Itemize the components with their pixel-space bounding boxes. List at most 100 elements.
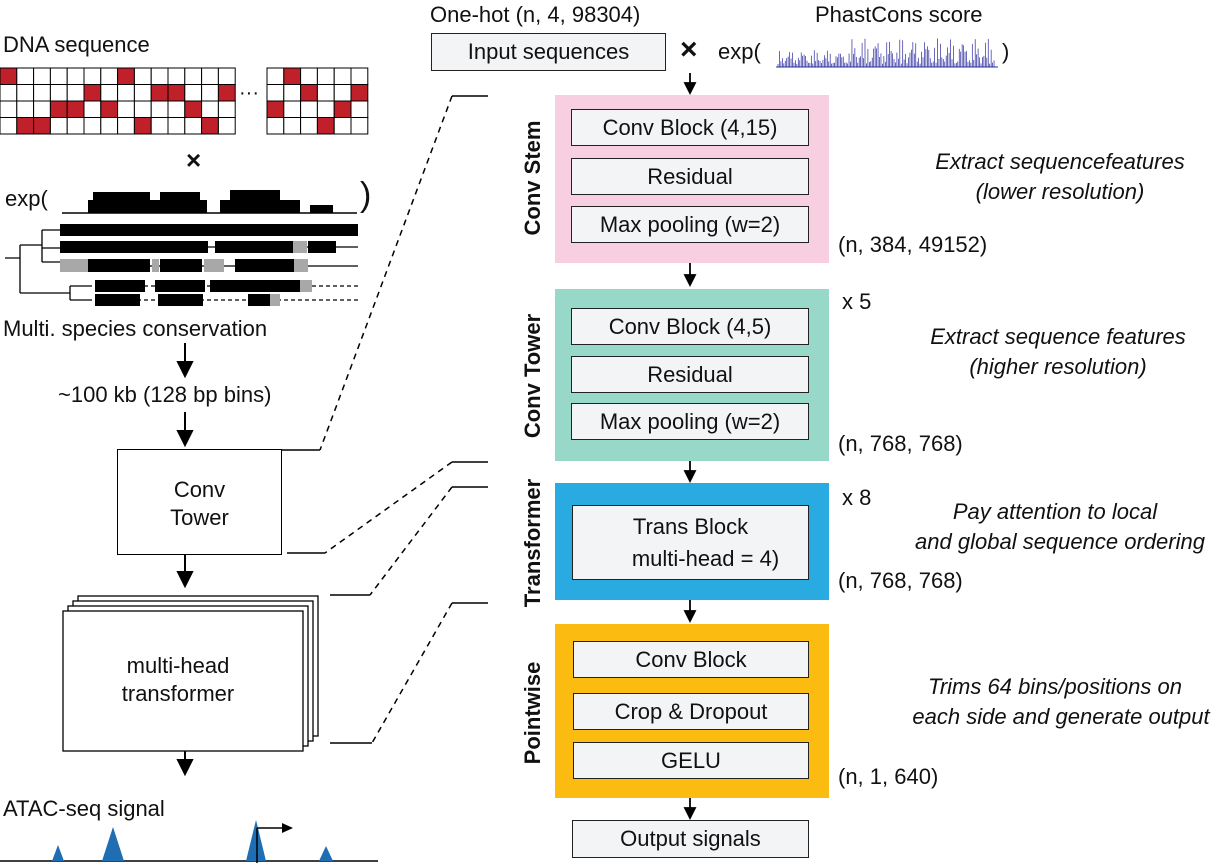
dna-cell — [333, 84, 352, 102]
dna-cell — [83, 100, 102, 118]
dna-sequence-label: DNA sequence — [3, 32, 150, 57]
conv-stem-desc-2: (lower resolution) — [975, 179, 1145, 204]
dna-cell — [217, 100, 236, 118]
dna-cell — [184, 100, 203, 118]
transformer-shape: (n, 768, 768) — [838, 568, 963, 593]
dna-cell — [100, 117, 119, 135]
dna-cell — [0, 117, 18, 135]
dna-cell — [49, 100, 68, 118]
conv-tower-desc-1: Extract sequence features — [930, 324, 1186, 349]
dna-cell — [66, 117, 85, 135]
dna-cell — [350, 100, 369, 118]
pointwise-desc-2: each side and generate output — [912, 704, 1210, 729]
dna-cell — [0, 100, 18, 118]
dna-cell — [16, 84, 35, 102]
phylogenetic-tree — [5, 229, 88, 301]
gelu-block: GELU — [573, 742, 809, 779]
dna-cell — [117, 67, 135, 85]
input-sequences-box: Input sequences — [431, 33, 666, 71]
transformer-stack-front: multi-head transformer — [58, 616, 298, 746]
conv-stem-stage: Conv Block (4,15) Residual Max pooling (… — [555, 95, 829, 263]
conv-stem-label: Conv Stem — [520, 120, 545, 236]
dashed-connectors — [282, 95, 488, 744]
dna-cell — [201, 84, 219, 102]
dna-cell — [217, 67, 236, 85]
dna-cell — [150, 67, 169, 85]
dna-cell — [266, 117, 285, 135]
dna-cell — [201, 117, 219, 135]
conv-tower-line1: Conv — [173, 477, 226, 502]
dna-cell — [300, 100, 318, 118]
dna-cell — [0, 67, 18, 85]
trans-block-line2: multi-head = 4) — [631, 545, 780, 571]
conv-tower-stage: Conv Block (4,5) Residual Max pooling (w… — [555, 289, 829, 461]
dna-cell — [83, 67, 102, 85]
dna-cell — [283, 100, 302, 118]
conv-tower-box: Conv Tower — [117, 449, 282, 555]
dna-cell — [117, 84, 135, 102]
dna-cell — [316, 117, 335, 135]
conv-block-4-15: Conv Block (4,15) — [571, 109, 809, 146]
trans-block-line1: Trans Block — [632, 513, 749, 539]
conv-tower-desc-2: (higher resolution) — [969, 354, 1147, 379]
dna-cell — [150, 84, 169, 102]
dna-cell — [316, 67, 335, 85]
dna-cell — [266, 100, 285, 118]
conservation-alignment-tracks — [60, 224, 358, 306]
exp-close-top: ) — [1002, 39, 1010, 64]
dna-cell — [133, 67, 152, 85]
dna-cell — [33, 84, 51, 102]
dna-cell — [167, 100, 186, 118]
dna-cell — [49, 84, 68, 102]
dna-cell — [150, 117, 169, 135]
onehot-label: One-hot (n, 4, 98304) — [430, 2, 641, 27]
transformer-repeat: x 8 — [842, 485, 872, 510]
crop-dropout-block: Crop & Dropout — [573, 693, 809, 730]
dna-cell — [167, 67, 186, 85]
max-pooling-stem: Max pooling (w=2) — [571, 206, 809, 243]
pointwise-desc-1: Trims 64 bins/positions on — [928, 674, 1182, 699]
dna-cell — [300, 84, 318, 102]
conv-block-4-5: Conv Block (4,5) — [571, 308, 809, 345]
dna-cell — [316, 100, 335, 118]
residual-block-tower: Residual — [571, 356, 809, 393]
dna-cell — [283, 84, 302, 102]
dna-ellipsis: ··· — [239, 82, 259, 104]
transformer-desc-1: Pay attention to local — [952, 499, 1158, 524]
dna-cell — [16, 100, 35, 118]
dna-cell — [217, 84, 236, 102]
transformer-label: Transformer — [520, 478, 545, 608]
dna-cell — [33, 100, 51, 118]
bins-label: ~100 kb (128 bp bins) — [58, 382, 272, 407]
conv-tower-label: Conv Tower — [520, 313, 545, 439]
transformer-desc-2: and global sequence ordering — [915, 529, 1205, 554]
dna-cell — [133, 84, 152, 102]
multiply-symbol-top: × — [680, 33, 698, 66]
dna-cell — [49, 117, 68, 135]
transformer-stack-layers — [62, 595, 319, 752]
conv-stem-shape: (n, 384, 49152) — [838, 232, 988, 257]
dna-cell — [350, 84, 369, 102]
dna-cell — [167, 117, 186, 135]
dna-cell — [66, 67, 85, 85]
exp-close-left: ) — [360, 176, 372, 214]
conv-block-pointwise: Conv Block — [573, 641, 809, 678]
dna-cell — [266, 67, 285, 85]
multiply-symbol-left: × — [186, 145, 202, 175]
dna-cell — [16, 67, 35, 85]
transformer-stage: Trans Block multi-head = 4) — [555, 483, 829, 600]
dna-cell — [201, 67, 219, 85]
dna-cell — [350, 117, 369, 135]
dna-cell — [100, 67, 119, 85]
dna-cell — [300, 117, 318, 135]
dna-cell — [300, 67, 318, 85]
dna-cell — [49, 67, 68, 85]
atac-seq-track — [0, 820, 378, 863]
dna-cell — [350, 67, 369, 85]
dna-cell — [33, 67, 51, 85]
pointwise-shape: (n, 1, 640) — [838, 764, 939, 789]
dna-onehot-grid-left — [0, 67, 236, 135]
exp-open-left: exp( — [5, 186, 48, 211]
dna-cell — [133, 117, 152, 135]
exp-open-top: exp( — [718, 39, 761, 64]
